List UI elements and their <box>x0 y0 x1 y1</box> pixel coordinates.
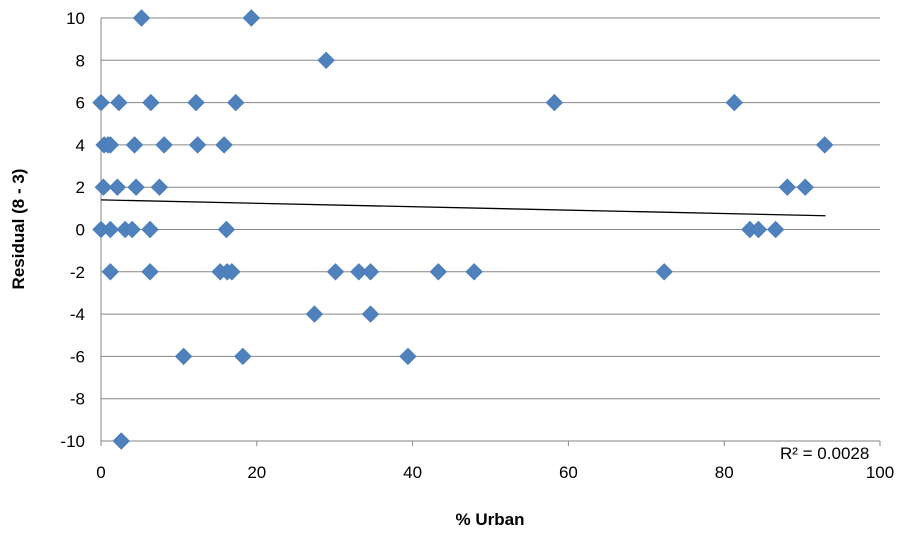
data-point <box>150 178 169 196</box>
data-point <box>305 305 324 323</box>
data-point <box>123 220 141 239</box>
x-tick-label: 0 <box>96 463 105 482</box>
data-point <box>94 178 113 196</box>
data-point <box>796 178 814 196</box>
y-tick-label: -6 <box>70 347 85 366</box>
y-tick-label: -4 <box>70 305 85 324</box>
data-point <box>101 220 120 239</box>
data-point <box>127 178 145 196</box>
data-point <box>188 136 207 154</box>
data-point <box>108 178 127 196</box>
data-point <box>101 136 120 154</box>
data-point <box>429 263 448 281</box>
data-point <box>545 93 564 112</box>
x-tick-label: 40 <box>403 463 422 482</box>
y-tick-labels: 10 8 6 4 2 0 -2 -4 -6 -8 -10 <box>60 9 85 451</box>
data-point <box>187 93 205 112</box>
data-point <box>317 51 335 70</box>
x-tick-label: 80 <box>715 463 734 482</box>
data-point <box>110 93 128 112</box>
data-point <box>234 347 252 366</box>
x-axis-title: % Urban <box>456 510 525 529</box>
data-point <box>350 263 368 281</box>
trendline <box>100 199 826 217</box>
data-point <box>141 220 159 239</box>
data-point <box>125 136 144 154</box>
data-points <box>92 9 834 450</box>
data-point <box>132 9 151 27</box>
data-point <box>142 93 160 112</box>
data-point <box>223 263 241 281</box>
data-point <box>141 263 159 281</box>
x-tick-label: 20 <box>247 463 266 482</box>
data-point <box>749 220 768 239</box>
data-point <box>725 93 744 112</box>
y-tick-label: 0 <box>76 221 85 240</box>
data-point <box>217 220 236 239</box>
y-tick-label: 8 <box>76 51 85 70</box>
data-point <box>174 347 193 366</box>
data-point <box>361 263 380 281</box>
y-tick-label: 10 <box>66 9 85 28</box>
data-point <box>101 263 120 281</box>
x-tick-label: 100 <box>866 463 894 482</box>
x-tick-labels: 0 20 40 60 80 100 <box>96 463 894 482</box>
y-tick-label: -8 <box>70 390 85 409</box>
data-point <box>92 93 110 112</box>
data-point <box>465 263 483 281</box>
data-point <box>399 347 417 366</box>
data-point <box>815 136 834 154</box>
data-point <box>361 305 380 323</box>
y-tick-label: 2 <box>76 178 85 197</box>
x-tick-label: 60 <box>559 463 578 482</box>
data-point <box>215 136 233 154</box>
data-point <box>766 220 785 239</box>
y-axis-title: Residual (8 - 3) <box>9 169 28 290</box>
data-point <box>112 432 130 450</box>
data-point <box>155 136 173 154</box>
y-tick-label: -10 <box>60 432 85 451</box>
data-point <box>778 178 797 196</box>
data-point <box>326 263 345 281</box>
trendline-group <box>100 199 826 217</box>
y-tick-label: 4 <box>76 136 85 155</box>
y-tick-label: 6 <box>76 94 85 113</box>
data-point <box>227 93 245 112</box>
data-point <box>655 263 673 281</box>
r-squared-label: R² = 0.0028 <box>780 444 869 463</box>
data-point <box>242 9 261 27</box>
y-tick-label: -2 <box>70 263 85 282</box>
